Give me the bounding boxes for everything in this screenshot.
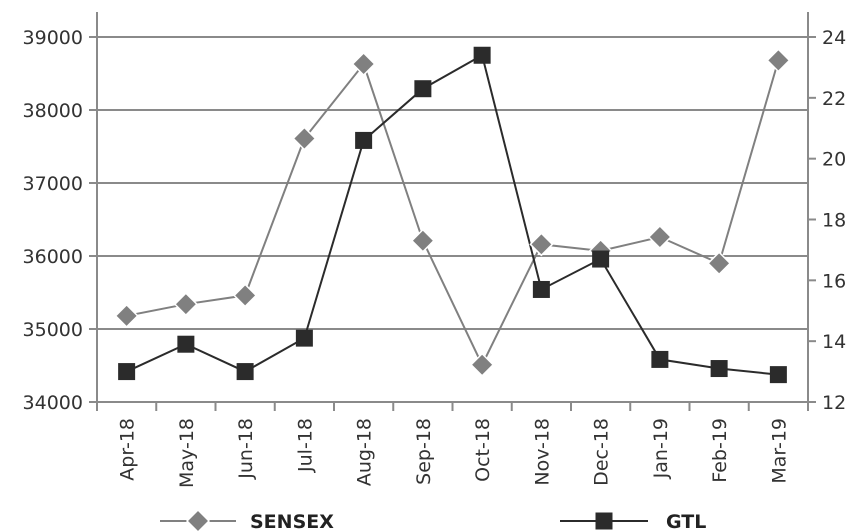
left-tick-label-37000: 37000 <box>23 173 83 195</box>
point-gtl-Oct-18 <box>473 46 491 64</box>
point-sensex-May-18 <box>173 292 198 317</box>
left-tick-label-36000: 36000 <box>23 246 83 268</box>
left-tick-label-38000: 38000 <box>23 100 83 122</box>
x-tick-label-Apr-18: Apr-18 <box>117 418 139 481</box>
point-sensex-Jun-18 <box>233 283 258 308</box>
gridlines <box>97 36 808 330</box>
point-gtl-Sep-18 <box>414 80 432 98</box>
point-sensex-Feb-19 <box>707 251 732 276</box>
series-markers <box>114 46 791 384</box>
point-sensex-Jan-19 <box>647 224 672 250</box>
x-tick-label-Feb-19: Feb-19 <box>709 418 731 483</box>
point-gtl-Jun-18 <box>236 363 254 381</box>
series-line-sensex <box>126 60 780 368</box>
x-tick-label-Oct-18: Oct-18 <box>472 418 494 482</box>
point-sensex-Apr-18 <box>114 303 139 328</box>
point-sensex-Aug-18 <box>351 51 376 77</box>
point-gtl-Dec-18 <box>592 250 610 268</box>
series-lines <box>126 53 780 376</box>
right-tick-label-16: 16 <box>822 270 846 292</box>
point-gtl-Nov-18 <box>532 280 550 298</box>
point-gtl-Jul-18 <box>295 329 313 347</box>
legend: SENSEX GTL <box>160 508 706 531</box>
x-tick-label-Jul-18: Jul-18 <box>294 418 316 473</box>
right-tick-label-24: 24 <box>822 27 846 49</box>
x-tick-label-Mar-19: Mar-19 <box>768 418 790 484</box>
x-tick-label-Sep-18: Sep-18 <box>413 418 435 485</box>
right-y-axis-ticks: 12 14 16 18 20 22 24 <box>808 27 846 414</box>
point-sensex-Mar-19 <box>766 48 791 73</box>
point-sensex-Sep-18 <box>410 228 435 253</box>
right-tick-label-14: 14 <box>822 331 846 353</box>
x-tick-label-Dec-18: Dec-18 <box>591 418 613 486</box>
point-gtl-Jan-19 <box>651 350 669 368</box>
legend-label-sensex: SENSEX <box>250 511 334 531</box>
right-tick-label-12: 12 <box>822 392 846 414</box>
point-gtl-Apr-18 <box>118 363 136 381</box>
series-line-gtl <box>126 53 779 376</box>
point-sensex-Nov-18 <box>529 232 554 257</box>
x-tick-label-Nov-18: Nov-18 <box>531 418 553 486</box>
right-tick-label-22: 22 <box>822 88 846 110</box>
point-sensex-Jul-18 <box>292 126 317 151</box>
left-y-axis-ticks: 34000 35000 36000 37000 38000 39000 <box>23 27 97 414</box>
point-sensex-Oct-18 <box>470 352 495 377</box>
left-tick-label-34000: 34000 <box>23 392 83 414</box>
point-gtl-Aug-18 <box>355 131 373 149</box>
right-tick-label-20: 20 <box>822 149 846 171</box>
point-gtl-May-18 <box>177 335 195 353</box>
legend-marker-sensex <box>185 508 211 531</box>
x-tick-label-Jan-19: Jan-19 <box>650 418 672 479</box>
left-tick-label-39000: 39000 <box>23 27 83 49</box>
point-gtl-Mar-19 <box>769 366 787 384</box>
x-axis-ticks: Apr-18 May-18 Jun-18 Jul-18 Aug-18 Sep-18 Oct-… <box>96 402 809 488</box>
legend-label-gtl: GTL <box>666 511 706 531</box>
point-gtl-Feb-19 <box>710 360 728 378</box>
x-tick-label-Aug-18: Aug-18 <box>354 418 376 486</box>
x-tick-label-May-18: May-18 <box>176 418 198 488</box>
right-tick-label-18: 18 <box>822 210 846 232</box>
left-tick-label-35000: 35000 <box>23 319 83 341</box>
legend-marker-gtl <box>595 512 613 530</box>
x-tick-label-Jun-18: Jun-18 <box>235 418 257 480</box>
